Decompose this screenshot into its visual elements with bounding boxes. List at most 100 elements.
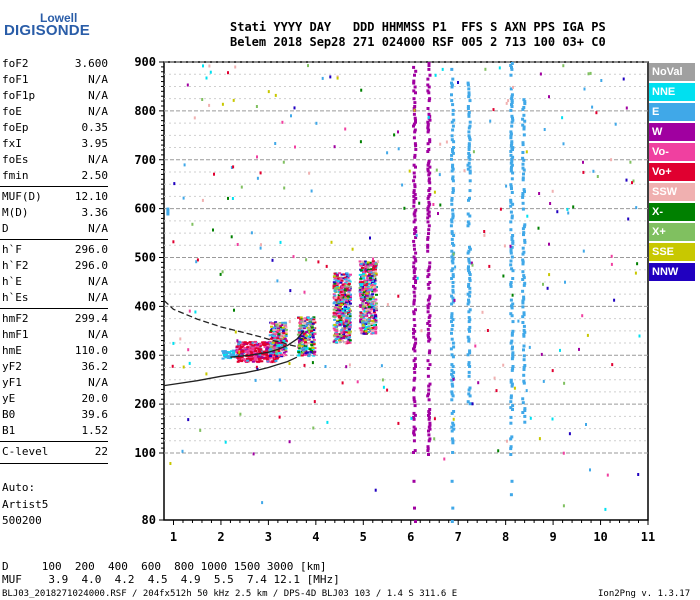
echo-point (370, 319, 374, 322)
echo-point (451, 179, 455, 183)
echo-point (451, 257, 455, 261)
echo-point (359, 311, 363, 314)
param-value: 110.0 (74, 344, 108, 357)
echo-point (375, 302, 378, 305)
echo-point (273, 336, 277, 339)
echo-point (307, 335, 310, 338)
echo-point (451, 355, 455, 359)
echo-point (412, 255, 416, 259)
auto-label: Auto: (2, 481, 36, 494)
echo-point (509, 228, 513, 232)
echo-point (521, 278, 525, 281)
echo-point (451, 216, 455, 220)
echo-point (509, 378, 513, 382)
y-tick-label: 900 (134, 55, 156, 69)
echo-point (511, 148, 514, 151)
echo-point (221, 270, 224, 274)
legend-item: X- (649, 203, 695, 221)
echo-point (311, 347, 315, 349)
echo-point (466, 220, 470, 224)
echo-point (523, 407, 527, 411)
echo-point (510, 95, 514, 99)
echo-point (428, 193, 432, 196)
echo-point (372, 311, 376, 314)
echo-point (339, 337, 343, 340)
echo-point (511, 234, 515, 237)
echo-point (335, 324, 339, 327)
echo-point (268, 360, 272, 363)
echo-point (368, 273, 371, 276)
echo-point (523, 364, 527, 367)
echo-point (305, 351, 309, 354)
echo-point (212, 228, 214, 232)
echo-point (528, 345, 531, 349)
echo-point (454, 265, 457, 269)
echo-point (521, 246, 525, 250)
echo-point (227, 71, 229, 75)
echo-point (333, 294, 337, 297)
echo-point (363, 312, 367, 315)
echo-point (413, 130, 417, 134)
legend-item: NoVal (649, 63, 695, 81)
echo-point (224, 440, 227, 444)
echo-point (249, 354, 253, 357)
echo-point (297, 329, 301, 332)
echo-point (632, 179, 635, 183)
echo-point (589, 468, 591, 472)
echo-point (505, 184, 508, 188)
echo-point (277, 327, 280, 329)
echo-point (348, 315, 352, 318)
echo-point (305, 343, 308, 346)
echo-point (467, 327, 471, 331)
echo-point (370, 284, 374, 287)
echo-point (342, 316, 346, 319)
echo-point (427, 177, 431, 181)
echo-point (336, 335, 340, 338)
echo-point (252, 452, 255, 456)
echo-point (313, 400, 316, 404)
echo-point (249, 348, 252, 351)
echo-point (199, 428, 202, 432)
echo-point (277, 354, 281, 357)
echo-point (426, 310, 430, 314)
echo-point (450, 312, 454, 316)
echo-point (377, 260, 380, 264)
echo-point (451, 284, 455, 288)
echo-point (271, 258, 274, 262)
echo-point (238, 350, 241, 354)
echo-point (450, 93, 453, 97)
echo-point (304, 324, 308, 327)
echo-point (509, 396, 513, 400)
echo-point (241, 349, 245, 352)
echo-point (195, 260, 198, 264)
echo-point (374, 308, 378, 311)
echo-point (342, 314, 346, 317)
echo-point (372, 285, 376, 288)
echo-point (413, 214, 417, 218)
echo-point (426, 333, 430, 337)
echo-point (627, 217, 630, 221)
param-name: foEs (2, 153, 29, 166)
echo-point (466, 400, 470, 404)
echo-point (347, 311, 351, 314)
echo-point (451, 108, 455, 112)
echo-point (284, 322, 288, 325)
echo-point (428, 165, 432, 169)
echo-point (370, 301, 374, 304)
echo-point (467, 95, 471, 99)
echo-point (370, 324, 374, 327)
echo-point (414, 259, 418, 263)
echo-point (562, 142, 565, 146)
echo-point (522, 188, 526, 192)
echo-point (426, 367, 430, 370)
echo-point (333, 290, 337, 293)
echo-point (413, 349, 417, 353)
echo-point (572, 205, 575, 209)
echo-point (282, 355, 286, 357)
echo-point (488, 264, 491, 268)
echo-point (256, 155, 258, 159)
echo-point (435, 168, 438, 172)
param-value: 296.0 (74, 259, 108, 272)
echo-point (629, 160, 632, 164)
